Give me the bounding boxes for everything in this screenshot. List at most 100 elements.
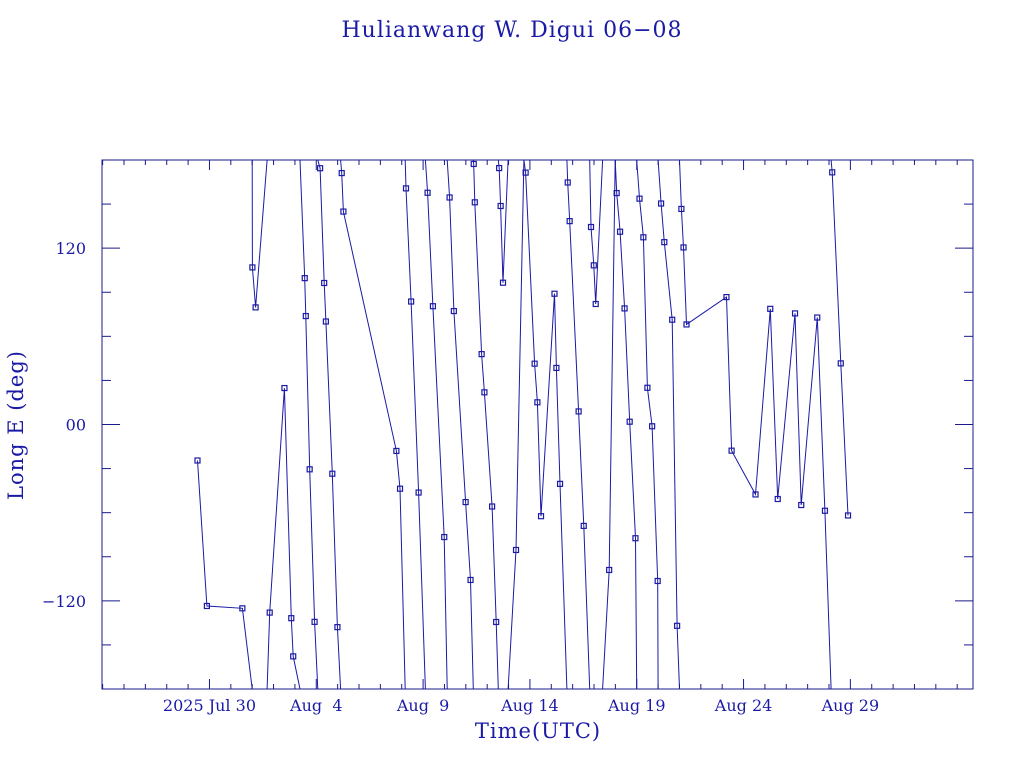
x-tick-labels: 2025 Jul 30 Aug 4 Aug 9 Aug 14 Aug 19 Aug 24 A…	[163, 696, 879, 715]
y-tick-label: 120	[55, 239, 86, 258]
data-point	[470, 160, 477, 168]
data-point	[537, 513, 545, 520]
series-line	[636, 159, 659, 690]
data-point	[644, 384, 651, 391]
data-point	[302, 312, 309, 320]
data-point	[512, 546, 520, 554]
series-line	[197, 460, 253, 690]
data-point	[338, 169, 345, 177]
data-point	[626, 418, 633, 425]
data-point	[446, 194, 453, 201]
chart-title: Hulianwang W. Digui 06−08	[341, 18, 682, 43]
data-point	[728, 447, 735, 454]
series-line	[602, 159, 616, 690]
data-point	[551, 290, 558, 297]
data-point	[290, 653, 297, 660]
data-point	[203, 602, 210, 610]
data-point	[590, 262, 597, 269]
data-point	[592, 300, 599, 308]
series-line	[566, 159, 591, 690]
series-line	[679, 159, 832, 690]
data-point	[616, 228, 624, 235]
axis-ticks	[102, 160, 973, 689]
data-point	[462, 498, 469, 506]
x-tick-label: Aug 19	[607, 696, 666, 715]
series-line	[614, 159, 638, 690]
y-tick-label: −120	[42, 592, 86, 611]
data-point	[680, 244, 687, 251]
data-point	[311, 618, 318, 625]
data-point	[767, 305, 774, 312]
data-point	[640, 234, 647, 241]
x-tick-label: Aug 29	[821, 696, 880, 715]
data-point	[556, 480, 564, 487]
data-point	[791, 310, 799, 317]
data-point	[239, 605, 246, 612]
data-point	[669, 316, 676, 323]
series-line	[424, 159, 448, 690]
data-point	[553, 364, 560, 372]
data-point	[829, 169, 836, 176]
data-point	[329, 470, 336, 477]
data-point	[301, 275, 308, 282]
data-point	[575, 408, 582, 415]
data-point	[621, 305, 628, 312]
data-point	[580, 522, 587, 529]
series-line	[830, 159, 849, 516]
data-point	[481, 389, 488, 396]
plot-frame	[101, 159, 974, 690]
data-point	[340, 208, 347, 215]
x-axis-label: Time(UTC)	[475, 719, 601, 743]
data-point	[649, 423, 656, 430]
data-point	[249, 264, 256, 271]
data-point	[496, 164, 503, 172]
y-tick-labels: 120 00 −120	[42, 239, 86, 611]
series-line	[523, 159, 568, 690]
data-point	[489, 503, 496, 510]
series-line	[340, 159, 406, 690]
data-point	[661, 239, 668, 246]
data-point	[441, 533, 448, 541]
data-point	[317, 165, 324, 172]
data-point	[654, 577, 661, 585]
data-point	[723, 293, 730, 301]
data-point	[534, 399, 541, 406]
data-point	[467, 576, 474, 584]
data-point	[814, 314, 821, 321]
data-point	[499, 279, 507, 286]
x-tick-label: Aug 14	[500, 696, 559, 715]
data-point	[281, 384, 288, 392]
data-point	[613, 189, 620, 197]
series-line	[497, 159, 509, 283]
y-axis-label: Long E (deg)	[4, 350, 28, 500]
series-line	[507, 159, 525, 690]
x-tick-label: Aug 24	[714, 696, 773, 715]
data-point	[774, 495, 781, 503]
series-line	[446, 159, 474, 690]
data-point	[306, 466, 313, 473]
data-point	[636, 195, 643, 202]
data-point	[334, 624, 341, 631]
series-line	[472, 159, 499, 690]
x-tick-label: Aug 9	[396, 696, 449, 715]
data-point	[478, 351, 485, 358]
data-point	[587, 223, 595, 231]
series-line	[657, 159, 680, 690]
series-group	[194, 159, 852, 690]
data-point	[450, 307, 457, 315]
series-line	[266, 388, 301, 690]
data-point	[798, 501, 805, 509]
x-tick-label: 2025 Jul 30	[163, 696, 256, 715]
series-line	[404, 159, 426, 690]
data-point	[566, 218, 573, 225]
data-point	[429, 303, 437, 310]
data-point	[424, 189, 431, 196]
data-point	[322, 318, 329, 325]
data-point	[471, 199, 478, 206]
data-point	[493, 618, 500, 626]
series-line	[251, 159, 268, 308]
data-point	[821, 507, 829, 514]
series-line	[589, 159, 604, 305]
data-point	[678, 205, 685, 213]
data-point	[393, 447, 400, 455]
